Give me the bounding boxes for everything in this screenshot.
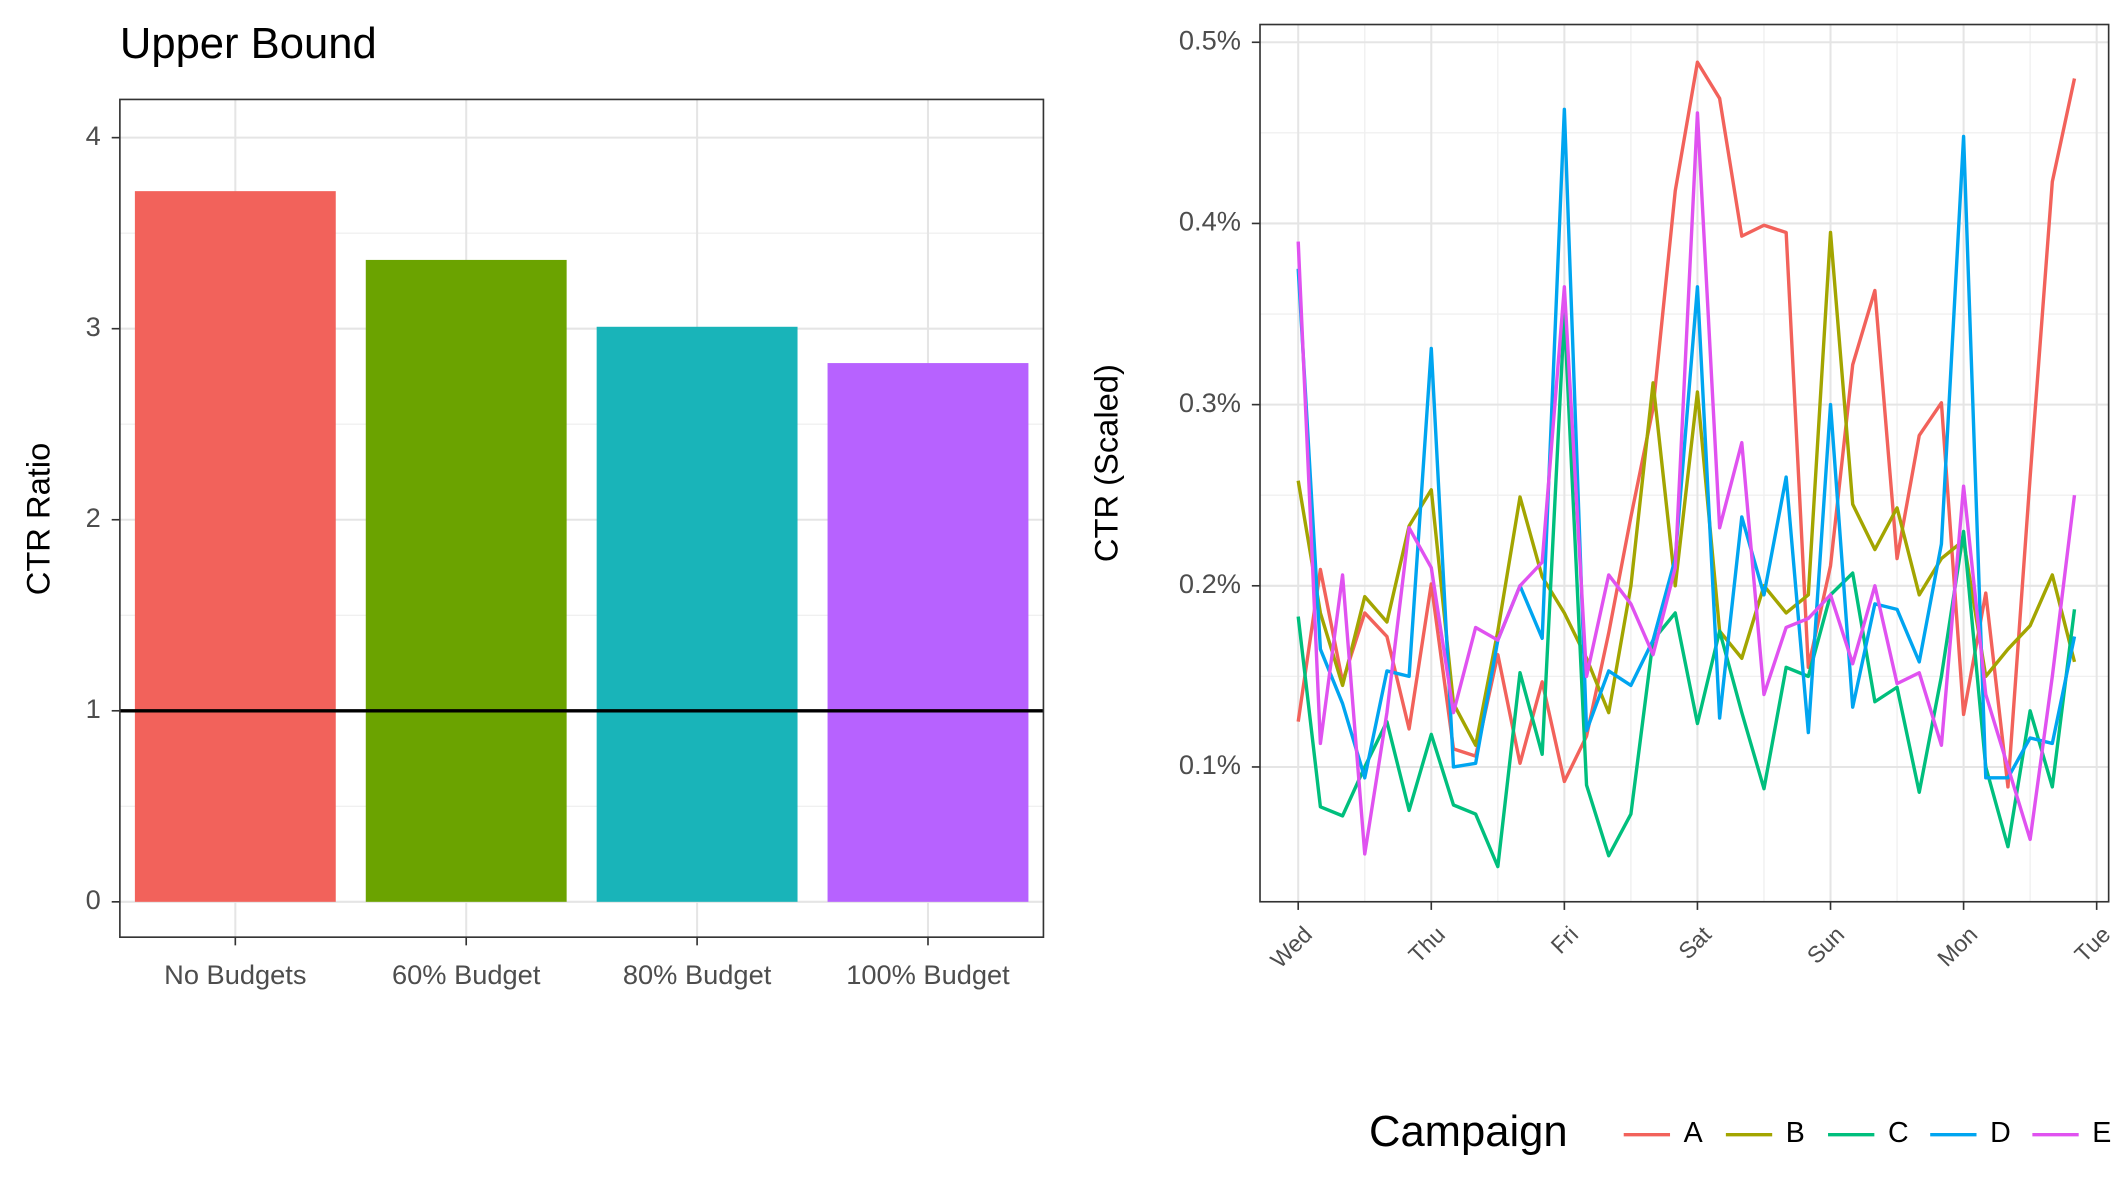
y-tick-label: 0.1% <box>1179 749 1241 780</box>
y-tick-label: 4 <box>86 120 101 151</box>
chart-title: Upper Bound <box>120 20 377 68</box>
series-line <box>1296 230 2077 747</box>
legend-label: B <box>1786 1117 1805 1149</box>
legend-title: Campaign <box>1369 1108 1568 1156</box>
y-tick-label: 0.3% <box>1179 387 1241 418</box>
y-tick-label: 0.5% <box>1179 24 1241 55</box>
x-tick-label: 80% Budget <box>623 959 772 990</box>
series-line <box>1296 312 2077 869</box>
legend-label: D <box>1990 1117 2011 1149</box>
plot-border <box>1259 23 2110 903</box>
series-line <box>1296 107 2077 780</box>
y-tick-label: 0.2% <box>1179 568 1241 599</box>
series-line <box>1296 111 2077 856</box>
bar <box>596 326 798 902</box>
y-tick-label: 3 <box>86 311 101 342</box>
legend-label: A <box>1684 1117 1704 1149</box>
y-tick-label: 0 <box>86 884 101 915</box>
legend-label: E <box>2092 1117 2111 1149</box>
plot-border <box>119 98 1045 938</box>
y-tick-label: 0.4% <box>1179 206 1241 237</box>
y-axis-title: CTR Ratio <box>20 443 57 596</box>
x-tick-label: 100% Budget <box>846 959 1010 990</box>
bar <box>365 259 567 902</box>
y-tick-label: 1 <box>86 693 101 724</box>
x-tick-label: No Budgets <box>164 959 306 990</box>
x-tick-label: 60% Budget <box>392 959 541 990</box>
y-tick-label: 2 <box>86 502 101 533</box>
bar <box>134 191 336 902</box>
bar <box>827 363 1029 902</box>
legend-label: C <box>1888 1117 1909 1149</box>
y-axis-title: CTR (Scaled) <box>1087 364 1124 562</box>
